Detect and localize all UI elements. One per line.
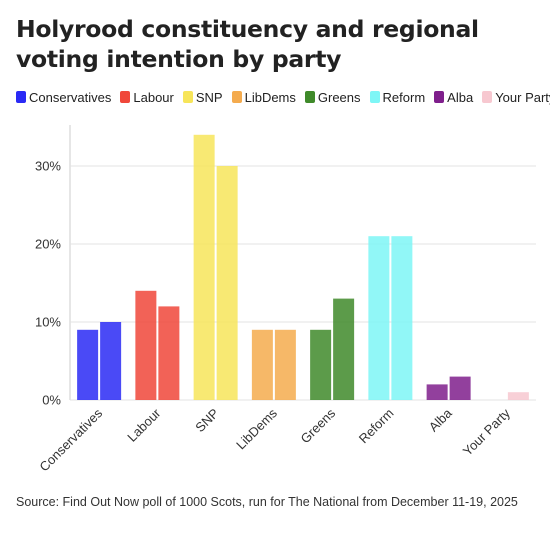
bar [251,329,273,400]
legend-swatch [482,91,493,103]
x-tick-label: Greens [297,405,338,446]
legend-label: Greens [317,89,361,105]
x-tick-label: Reform [356,406,397,447]
legend-swatch [369,91,380,103]
legend-label: Your Party [495,89,550,105]
legend-item: Your Party [482,90,550,105]
legend-label: Conservatives [29,89,112,105]
bar [100,322,122,400]
legend-item: Greens [304,89,361,105]
bar [507,392,529,400]
y-tick-label: 30% [35,159,61,174]
legend-item: SNP [182,89,223,105]
x-tick-label: Alba [426,405,456,435]
bar [310,329,332,400]
legend-label: Alba [447,89,474,105]
chart-title: Holyrood constituency and regional votin… [16,15,479,73]
legend-label: SNP [195,89,223,105]
x-tick-label: LibDems [233,405,280,452]
bar [77,329,99,400]
legend-item: Conservatives [16,90,111,105]
y-tick-label: 20% [35,237,61,252]
legend-swatch [304,91,315,103]
x-tick-label: Conservatives [36,405,105,474]
bar [449,376,471,400]
y-tick-label: 10% [35,315,61,330]
source-note: Source: Find Out Now poll of 1000 Scots,… [16,495,518,509]
legend-swatch [120,91,131,103]
legend-swatch [16,91,26,103]
legend-label: LibDems [244,89,296,105]
x-tick-label: SNP [192,406,222,436]
legend-swatch [182,91,193,103]
x-tick-label: Your Party [460,405,514,459]
legend-swatch [231,91,242,103]
bar [333,298,355,400]
bar-chart: 0% 10% 20% 30% Conservatives Labour SNP LibDems… [35,125,536,474]
bar [368,236,390,400]
legend-item: Reform [369,89,426,105]
x-tick-label: Labour [124,405,164,445]
bar [274,329,296,400]
bar [158,306,180,400]
bar [216,166,238,400]
legend-item: Alba [434,90,473,105]
bar [135,290,157,400]
chart-legend: Conservatives Labour SNP LibDems Greens Refor… [16,88,550,106]
legend-item: LibDems [231,89,296,105]
legend-label: Labour [133,89,174,105]
bar [426,384,448,400]
legend-item: Labour [120,89,174,105]
y-tick-label: 0% [42,393,61,408]
legend-swatch [434,91,445,103]
legend-label: Reform [382,89,426,105]
bar [391,236,413,400]
bar [193,134,215,401]
